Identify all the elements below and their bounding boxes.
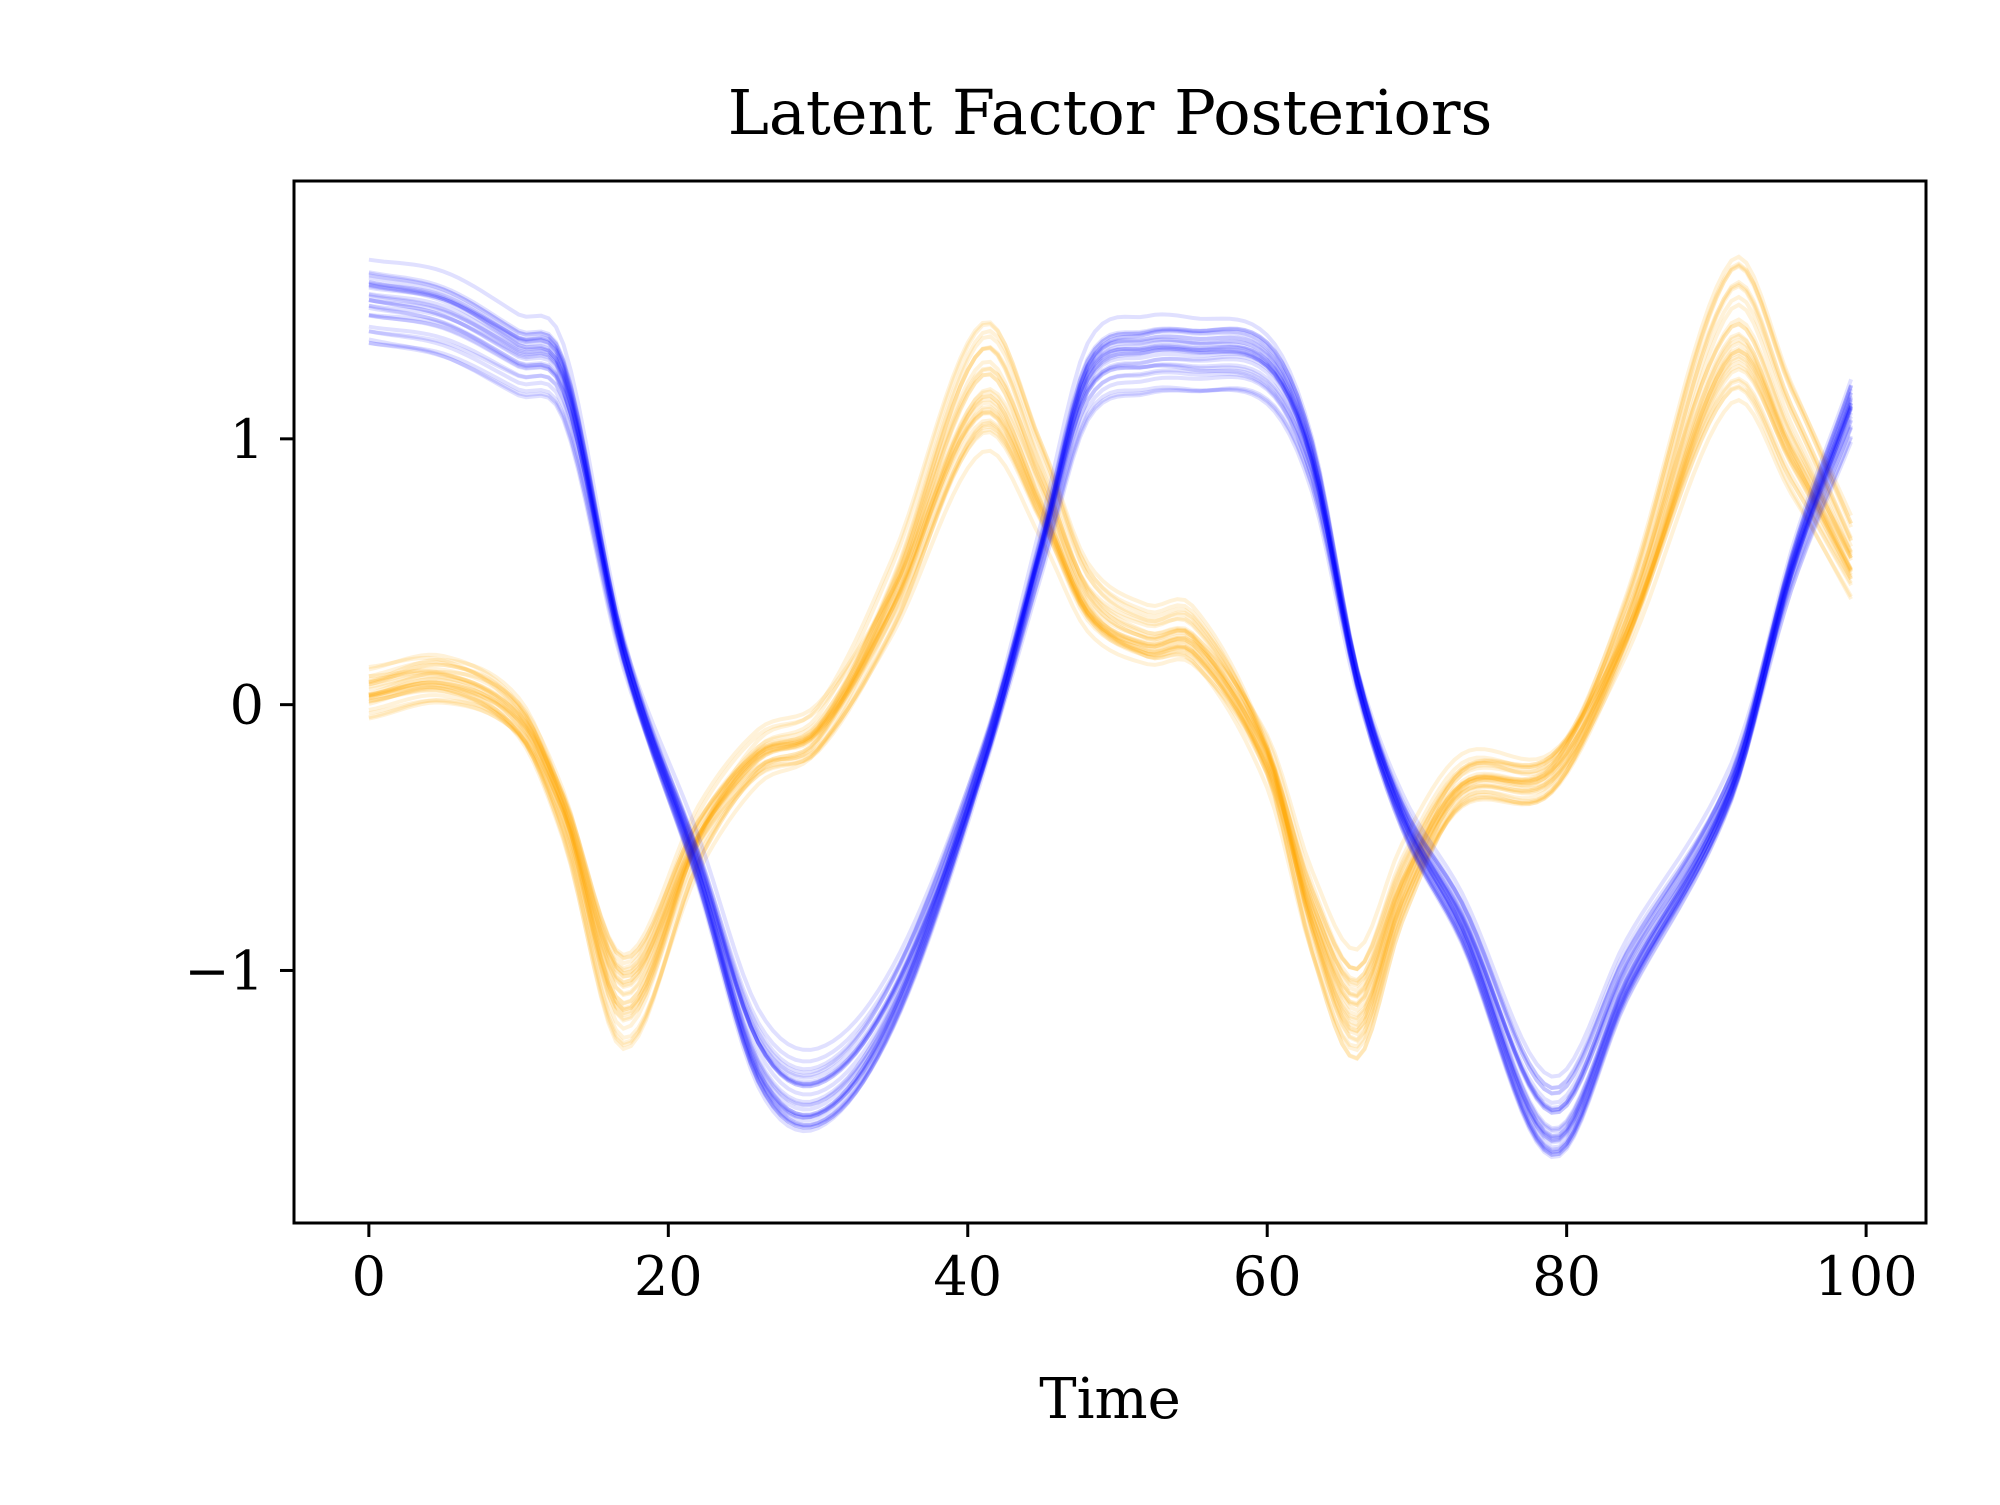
series-1-sample-line — [368, 279, 1853, 1154]
series-layer — [368, 254, 1853, 1160]
series-1-sample-line — [368, 271, 1853, 1150]
series-0-sample-line — [368, 348, 1853, 993]
chart-title: Latent Factor Posteriors — [728, 76, 1493, 149]
series-0-sample-line — [368, 261, 1853, 1044]
series-0 — [368, 254, 1853, 1062]
series-1-sample-line — [368, 273, 1853, 1144]
series-1-sample-line — [368, 303, 1853, 1113]
series-1-sample-line — [368, 312, 1853, 1091]
series-1-sample-line — [368, 298, 1853, 1115]
series-0-sample-line — [368, 337, 1853, 989]
series-1-sample-line — [368, 329, 1853, 1115]
series-1-sample-line — [368, 292, 1853, 1160]
series-0-sample-line — [368, 317, 1853, 1021]
series-1-sample-line — [368, 341, 1853, 1105]
series-1-sample-line — [368, 305, 1853, 1132]
series-0-sample-line — [368, 397, 1853, 986]
series-1-sample-line — [368, 298, 1853, 1113]
y-tick-label: −1 — [184, 939, 264, 1002]
series-0-sample-line — [368, 360, 1853, 998]
series-0-sample-line — [368, 302, 1853, 1053]
series-0-sample-line — [368, 262, 1853, 1032]
series-0-sample-line — [368, 279, 1853, 1062]
series-1-sample-line — [368, 282, 1853, 1155]
series-0-sample-line — [368, 353, 1853, 1006]
y-tick-label: 0 — [230, 674, 264, 737]
series-1-sample-line — [368, 313, 1853, 1096]
series-0-sample-line — [368, 321, 1853, 1008]
series-1-sample-line — [368, 313, 1853, 1096]
x-axis-label: Time — [1039, 1367, 1181, 1432]
series-1-sample-line — [368, 281, 1853, 1152]
series-1 — [368, 257, 1853, 1160]
series-1-sample-line — [368, 337, 1853, 1112]
x-tick-label: 0 — [352, 1245, 386, 1308]
series-1-sample-line — [368, 257, 1853, 1143]
series-1-sample-line — [368, 280, 1853, 1140]
series-0-sample-line — [368, 383, 1853, 972]
x-tick-label: 60 — [1233, 1245, 1302, 1308]
series-0-sample-line — [368, 378, 1853, 984]
x-tick-label: 40 — [933, 1245, 1002, 1308]
series-0-sample-line — [368, 263, 1853, 1034]
series-0-sample-line — [368, 321, 1853, 1008]
series-1-sample-line — [368, 283, 1853, 1157]
series-0-sample-line — [368, 348, 1853, 1013]
series-1-sample-line — [368, 285, 1853, 1156]
y-axis: −1 0 1 — [184, 408, 294, 1002]
y-tick-label: 1 — [230, 408, 264, 471]
series-0-sample-line — [368, 350, 1853, 999]
series-0-sample-line — [368, 331, 1853, 1049]
series-0-sample-line — [368, 363, 1853, 983]
series-0-sample-line — [368, 283, 1853, 1061]
series-0-sample-line — [368, 385, 1853, 999]
x-axis: 0 20 40 60 80 100 — [352, 1223, 1918, 1308]
series-0-sample-line — [368, 356, 1853, 1018]
series-1-sample-line — [368, 324, 1853, 1110]
series-1-sample-line — [368, 284, 1853, 1157]
series-1-sample-line — [368, 329, 1853, 1079]
series-0-sample-line — [368, 366, 1853, 958]
series-1-sample-line — [368, 270, 1853, 1139]
series-1-sample-line — [368, 275, 1853, 1134]
series-1-sample-line — [368, 297, 1853, 1131]
series-0-sample-line — [368, 340, 1853, 1023]
series-0-sample-line — [368, 376, 1853, 972]
plot-frame — [292, 179, 1928, 1225]
x-tick-label: 80 — [1532, 1245, 1601, 1308]
x-tick-label: 20 — [634, 1245, 703, 1308]
series-0-sample-line — [368, 345, 1853, 972]
series-1-sample-line — [368, 303, 1853, 1141]
series-0-sample-line — [368, 294, 1853, 1027]
series-1-sample-line — [368, 294, 1853, 1145]
x-tick-label: 100 — [1815, 1245, 1918, 1308]
series-0-sample-line — [368, 282, 1853, 1033]
series-1-sample-line — [368, 291, 1853, 1139]
series-0-sample-line — [368, 254, 1853, 1043]
series-1-sample-line — [368, 340, 1853, 1090]
series-0-sample-line — [368, 333, 1853, 1037]
